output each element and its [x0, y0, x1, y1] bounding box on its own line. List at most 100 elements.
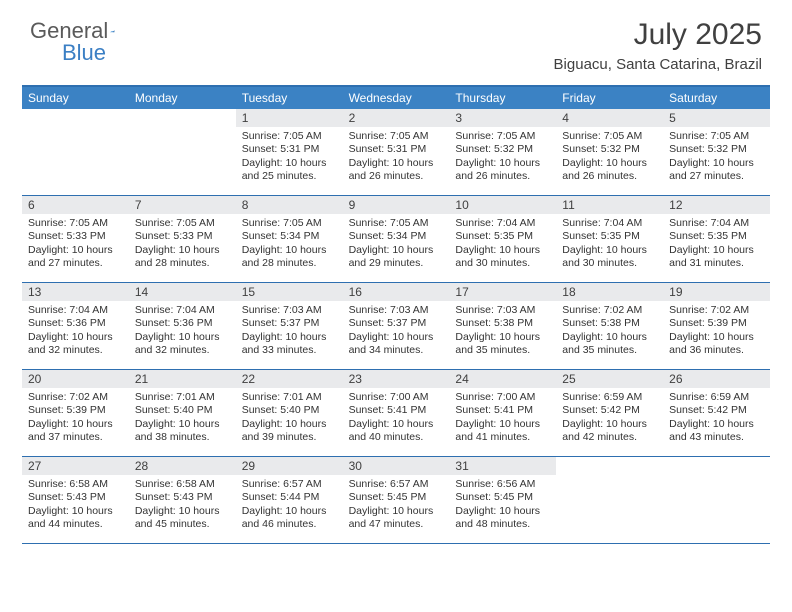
weekday-header: Friday	[556, 87, 663, 109]
sunset-text: Sunset: 5:31 PM	[349, 143, 444, 156]
sunset-text: Sunset: 5:44 PM	[242, 491, 337, 504]
daylight-text: Daylight: 10 hours and 28 minutes.	[242, 244, 337, 271]
daylight-text: Daylight: 10 hours and 32 minutes.	[135, 331, 230, 358]
calendar-cell: 20Sunrise: 7:02 AMSunset: 5:39 PMDayligh…	[22, 370, 129, 456]
day-number: 20	[22, 370, 129, 388]
calendar-cell: 22Sunrise: 7:01 AMSunset: 5:40 PMDayligh…	[236, 370, 343, 456]
daylight-text: Daylight: 10 hours and 28 minutes.	[135, 244, 230, 271]
daylight-text: Daylight: 10 hours and 33 minutes.	[242, 331, 337, 358]
sunrise-text: Sunrise: 7:01 AM	[135, 391, 230, 404]
sunset-text: Sunset: 5:38 PM	[455, 317, 550, 330]
sunrise-text: Sunrise: 7:05 AM	[669, 130, 764, 143]
cell-body: Sunrise: 7:05 AMSunset: 5:31 PMDaylight:…	[343, 127, 450, 188]
daylight-text: Daylight: 10 hours and 29 minutes.	[349, 244, 444, 271]
sunrise-text: Sunrise: 7:05 AM	[242, 217, 337, 230]
day-number: 19	[663, 283, 770, 301]
daylight-text: Daylight: 10 hours and 26 minutes.	[562, 157, 657, 184]
day-number	[556, 457, 663, 475]
daylight-text: Daylight: 10 hours and 46 minutes.	[242, 505, 337, 532]
cell-body: Sunrise: 6:59 AMSunset: 5:42 PMDaylight:…	[556, 388, 663, 449]
calendar-cell: 25Sunrise: 6:59 AMSunset: 5:42 PMDayligh…	[556, 370, 663, 456]
daylight-text: Daylight: 10 hours and 47 minutes.	[349, 505, 444, 532]
day-number: 5	[663, 109, 770, 127]
daylight-text: Daylight: 10 hours and 40 minutes.	[349, 418, 444, 445]
daylight-text: Daylight: 10 hours and 41 minutes.	[455, 418, 550, 445]
calendar-cell-empty	[22, 109, 129, 195]
day-number: 23	[343, 370, 450, 388]
cell-body: Sunrise: 6:56 AMSunset: 5:45 PMDaylight:…	[449, 475, 556, 536]
sunrise-text: Sunrise: 7:05 AM	[242, 130, 337, 143]
page-title: July 2025	[554, 18, 762, 52]
sunrise-text: Sunrise: 6:59 AM	[562, 391, 657, 404]
sunrise-text: Sunrise: 7:05 AM	[28, 217, 123, 230]
cell-body: Sunrise: 7:04 AMSunset: 5:35 PMDaylight:…	[449, 214, 556, 275]
calendar-cell: 23Sunrise: 7:00 AMSunset: 5:41 PMDayligh…	[343, 370, 450, 456]
calendar-cell: 14Sunrise: 7:04 AMSunset: 5:36 PMDayligh…	[129, 283, 236, 369]
day-number: 27	[22, 457, 129, 475]
sunset-text: Sunset: 5:33 PM	[135, 230, 230, 243]
sunset-text: Sunset: 5:43 PM	[135, 491, 230, 504]
sunrise-text: Sunrise: 7:04 AM	[455, 217, 550, 230]
cell-body: Sunrise: 7:02 AMSunset: 5:39 PMDaylight:…	[22, 388, 129, 449]
sunset-text: Sunset: 5:35 PM	[669, 230, 764, 243]
day-number: 11	[556, 196, 663, 214]
day-number: 12	[663, 196, 770, 214]
day-number: 17	[449, 283, 556, 301]
calendar-cell: 15Sunrise: 7:03 AMSunset: 5:37 PMDayligh…	[236, 283, 343, 369]
cell-body: Sunrise: 7:00 AMSunset: 5:41 PMDaylight:…	[343, 388, 450, 449]
cell-body: Sunrise: 7:02 AMSunset: 5:38 PMDaylight:…	[556, 301, 663, 362]
sunset-text: Sunset: 5:45 PM	[455, 491, 550, 504]
sunrise-text: Sunrise: 6:57 AM	[242, 478, 337, 491]
day-number: 7	[129, 196, 236, 214]
cell-body: Sunrise: 7:03 AMSunset: 5:38 PMDaylight:…	[449, 301, 556, 362]
day-number: 9	[343, 196, 450, 214]
sunset-text: Sunset: 5:33 PM	[28, 230, 123, 243]
sunset-text: Sunset: 5:35 PM	[562, 230, 657, 243]
calendar-cell: 29Sunrise: 6:57 AMSunset: 5:44 PMDayligh…	[236, 457, 343, 543]
calendar-cell: 27Sunrise: 6:58 AMSunset: 5:43 PMDayligh…	[22, 457, 129, 543]
cell-body: Sunrise: 6:57 AMSunset: 5:45 PMDaylight:…	[343, 475, 450, 536]
weekday-header: Wednesday	[343, 87, 450, 109]
calendar-cell: 9Sunrise: 7:05 AMSunset: 5:34 PMDaylight…	[343, 196, 450, 282]
sunrise-text: Sunrise: 7:02 AM	[28, 391, 123, 404]
daylight-text: Daylight: 10 hours and 42 minutes.	[562, 418, 657, 445]
cell-body: Sunrise: 7:04 AMSunset: 5:36 PMDaylight:…	[129, 301, 236, 362]
calendar-cell: 6Sunrise: 7:05 AMSunset: 5:33 PMDaylight…	[22, 196, 129, 282]
sunrise-text: Sunrise: 7:00 AM	[349, 391, 444, 404]
daylight-text: Daylight: 10 hours and 44 minutes.	[28, 505, 123, 532]
calendar-cell: 28Sunrise: 6:58 AMSunset: 5:43 PMDayligh…	[129, 457, 236, 543]
sunset-text: Sunset: 5:32 PM	[455, 143, 550, 156]
cell-body: Sunrise: 7:05 AMSunset: 5:31 PMDaylight:…	[236, 127, 343, 188]
day-number	[663, 457, 770, 475]
calendar-cell: 10Sunrise: 7:04 AMSunset: 5:35 PMDayligh…	[449, 196, 556, 282]
daylight-text: Daylight: 10 hours and 32 minutes.	[28, 331, 123, 358]
sunrise-text: Sunrise: 7:05 AM	[455, 130, 550, 143]
day-number: 26	[663, 370, 770, 388]
calendar-cell: 16Sunrise: 7:03 AMSunset: 5:37 PMDayligh…	[343, 283, 450, 369]
weekday-header: Saturday	[663, 87, 770, 109]
day-number: 6	[22, 196, 129, 214]
sunrise-text: Sunrise: 7:05 AM	[349, 217, 444, 230]
daylight-text: Daylight: 10 hours and 37 minutes.	[28, 418, 123, 445]
logo-text-blue: Blue	[62, 40, 106, 66]
sunset-text: Sunset: 5:34 PM	[242, 230, 337, 243]
calendar-cell: 18Sunrise: 7:02 AMSunset: 5:38 PMDayligh…	[556, 283, 663, 369]
calendar-cell: 3Sunrise: 7:05 AMSunset: 5:32 PMDaylight…	[449, 109, 556, 195]
day-number: 30	[343, 457, 450, 475]
cell-body: Sunrise: 7:05 AMSunset: 5:34 PMDaylight:…	[343, 214, 450, 275]
weekday-header: Tuesday	[236, 87, 343, 109]
sunset-text: Sunset: 5:35 PM	[455, 230, 550, 243]
title-block: July 2025 Biguacu, Santa Catarina, Brazi…	[554, 18, 762, 73]
sunset-text: Sunset: 5:37 PM	[349, 317, 444, 330]
sunrise-text: Sunrise: 7:01 AM	[242, 391, 337, 404]
sunrise-text: Sunrise: 7:05 AM	[349, 130, 444, 143]
cell-body: Sunrise: 7:02 AMSunset: 5:39 PMDaylight:…	[663, 301, 770, 362]
sunset-text: Sunset: 5:38 PM	[562, 317, 657, 330]
sunset-text: Sunset: 5:40 PM	[242, 404, 337, 417]
calendar-week: 13Sunrise: 7:04 AMSunset: 5:36 PMDayligh…	[22, 283, 770, 370]
day-number: 1	[236, 109, 343, 127]
day-number: 8	[236, 196, 343, 214]
calendar-week: 27Sunrise: 6:58 AMSunset: 5:43 PMDayligh…	[22, 457, 770, 544]
cell-body: Sunrise: 7:04 AMSunset: 5:35 PMDaylight:…	[663, 214, 770, 275]
calendar-cell: 24Sunrise: 7:00 AMSunset: 5:41 PMDayligh…	[449, 370, 556, 456]
